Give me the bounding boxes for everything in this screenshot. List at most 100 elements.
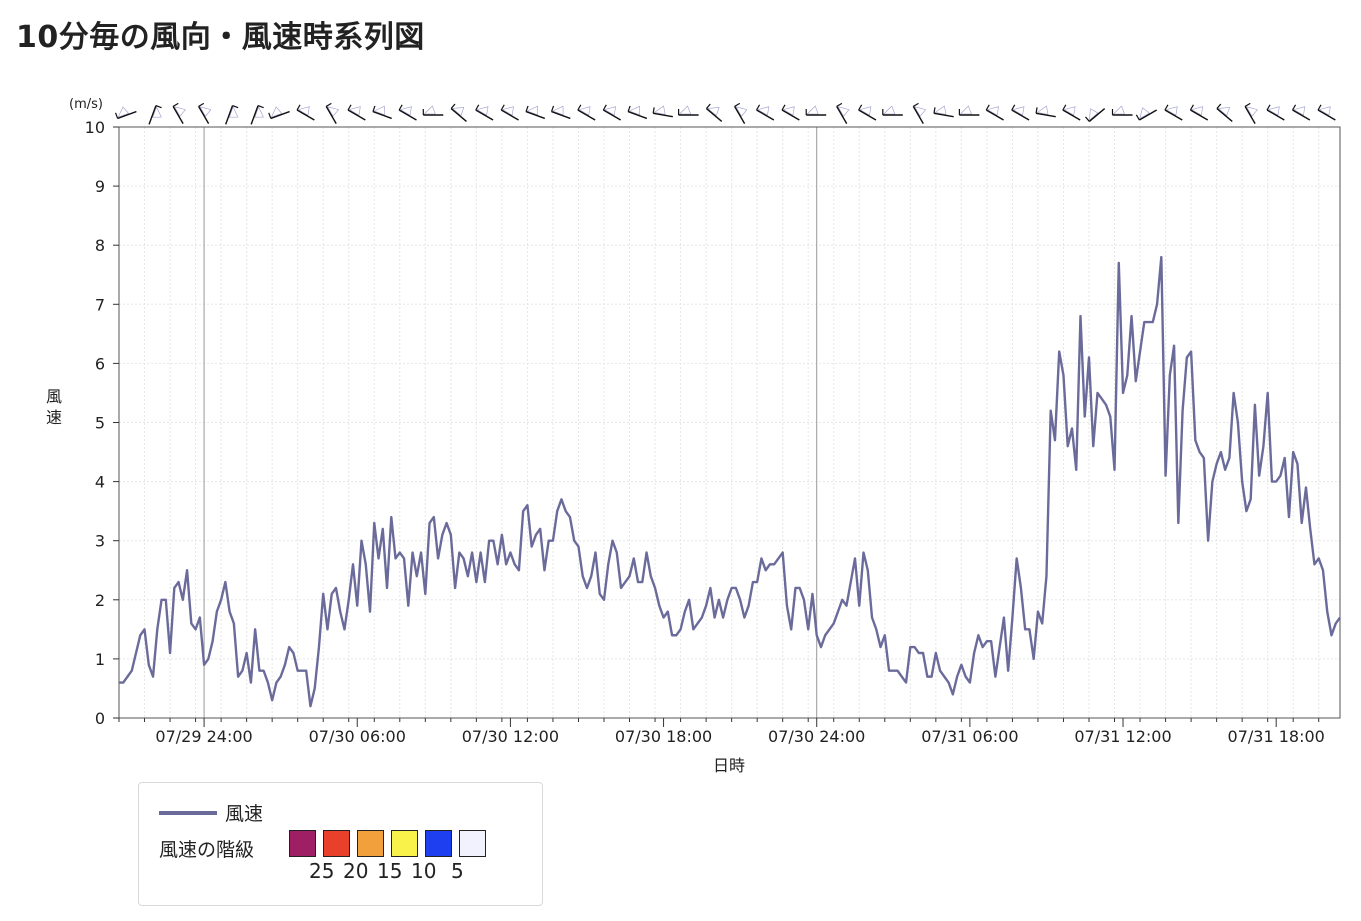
wind-barb-staff [1244,105,1256,125]
wind-barb-staff [475,109,494,121]
wind-barb-flag [603,106,617,116]
axes: 0 1 2 3 4 5 6 7 8 9 10 07/29 24:00 07/30 06:00 07/30 … [85,118,1341,746]
wind-barb-tick [734,102,741,107]
wind-barb-flag [1112,105,1125,115]
wind-barb [197,102,212,125]
wind-barb-staff [912,105,924,125]
wind-barb-flag [757,106,770,116]
legend-series-label: 風速 [225,803,264,825]
wind-barb-tick [756,104,761,111]
y-axis-label-char: 風 [46,387,62,406]
wind-barb [1164,104,1183,121]
wind-barb-staff [117,110,137,120]
wind-barb [677,105,699,116]
wind-barb-flag [735,106,748,117]
wind-barb-tick [296,104,301,111]
wind-barb-tick [933,107,936,114]
x-tick-label: 07/31 12:00 [1074,727,1171,746]
wind-barb-flag [914,106,927,117]
legend-scale-label: 風速の階級 [159,839,255,861]
wind-barb-staff [756,109,775,121]
wind-barb-tick [652,107,655,114]
wind-barb-staff [398,109,417,121]
wind-barb-staff [733,105,746,125]
wind-barb-tick [172,102,179,107]
wind-barb [148,105,162,125]
legend-swatch [459,830,486,857]
wind-barb-flag [1012,106,1025,116]
wind-barb [422,105,444,116]
wind-barb-tick [1085,116,1090,122]
wind-barb [1135,107,1158,121]
wind-barb-staff [1317,109,1336,121]
wind-barb-tick [475,104,480,111]
wind-chart: 0 1 2 3 4 5 6 7 8 9 10 07/29 24:00 07/30 06:00 07/30 … [46,97,1341,775]
wind-barb-staff [985,109,1004,121]
y-tick-label: 10 [85,118,105,137]
x-tick-label: 07/30 24:00 [768,727,865,746]
wind-barb [500,104,519,121]
wind-barb-flag [348,106,361,116]
x-axis-label: 日時 [713,756,745,775]
wind-barb-staff [148,105,157,125]
y-tick-label: 4 [95,473,105,492]
wind-barb [958,105,980,116]
wind-barb-staff [858,109,877,121]
wind-barb [602,104,622,121]
wind-barb-tick [450,103,456,109]
wind-barb [733,102,748,125]
wind-barb-tick [1164,104,1169,111]
wind-barb-staff [836,105,848,125]
wind-barb-staff [525,110,546,120]
wind-barb [372,105,392,120]
page-title: 10分毎の風向・風速時系列図 [16,20,425,55]
wind-barb-flag [859,106,872,116]
wind-barb-staff [627,110,648,120]
wind-barb [1216,103,1233,122]
wind-barb-staff [450,108,467,122]
wind-barb [1189,104,1209,121]
wind-barb [398,104,417,121]
wind-barb-tick [1292,104,1297,111]
wind-barb [475,104,494,121]
wind-barb-tick [577,104,582,111]
wind-barb-staff [551,110,571,120]
y-tick-label: 1 [95,650,105,669]
wind-barb-flag [373,105,385,116]
wind-barb-staff [500,109,519,121]
wind-barb [1085,108,1106,122]
wind-barb [627,105,648,120]
wind-barb-flag [782,106,795,116]
legend-swatch-value: 10 [411,859,437,883]
wind-barb [325,102,340,125]
wind-barb [1292,104,1311,121]
wind-barb-tick [268,112,272,119]
wind-barb-staff [1088,108,1106,122]
wind-barb-flag [578,106,591,116]
legend-swatch-value: 25 [309,859,335,883]
wind-barb [450,103,467,122]
wind-barb [1011,104,1030,121]
wind-barb-flag [173,106,186,117]
wind-barb-flag [270,106,283,118]
wind-barb-staff [1035,112,1056,118]
wind-barb-tick [550,105,555,112]
wind-barb-tick [257,105,264,109]
wind-barb-flag [806,105,819,115]
wind-barb-flag [399,106,412,116]
legend-swatch [425,830,452,857]
grid [118,126,1340,719]
wind-barb [781,104,800,121]
wind-barb-tick [114,112,119,119]
wind-barb-flag [653,105,666,115]
wind-barb-staff [781,109,800,121]
wind-barb [1035,105,1056,118]
wind-barb [577,104,596,121]
wind-barb-tick [705,103,711,109]
wind-barb-staff [653,112,673,118]
x-tick-label: 07/31 18:00 [1228,727,1325,746]
wind-barb-staff [372,110,392,120]
wind-barb [296,104,315,121]
wind-barb-staff [225,105,234,125]
wind-barb [268,106,290,120]
